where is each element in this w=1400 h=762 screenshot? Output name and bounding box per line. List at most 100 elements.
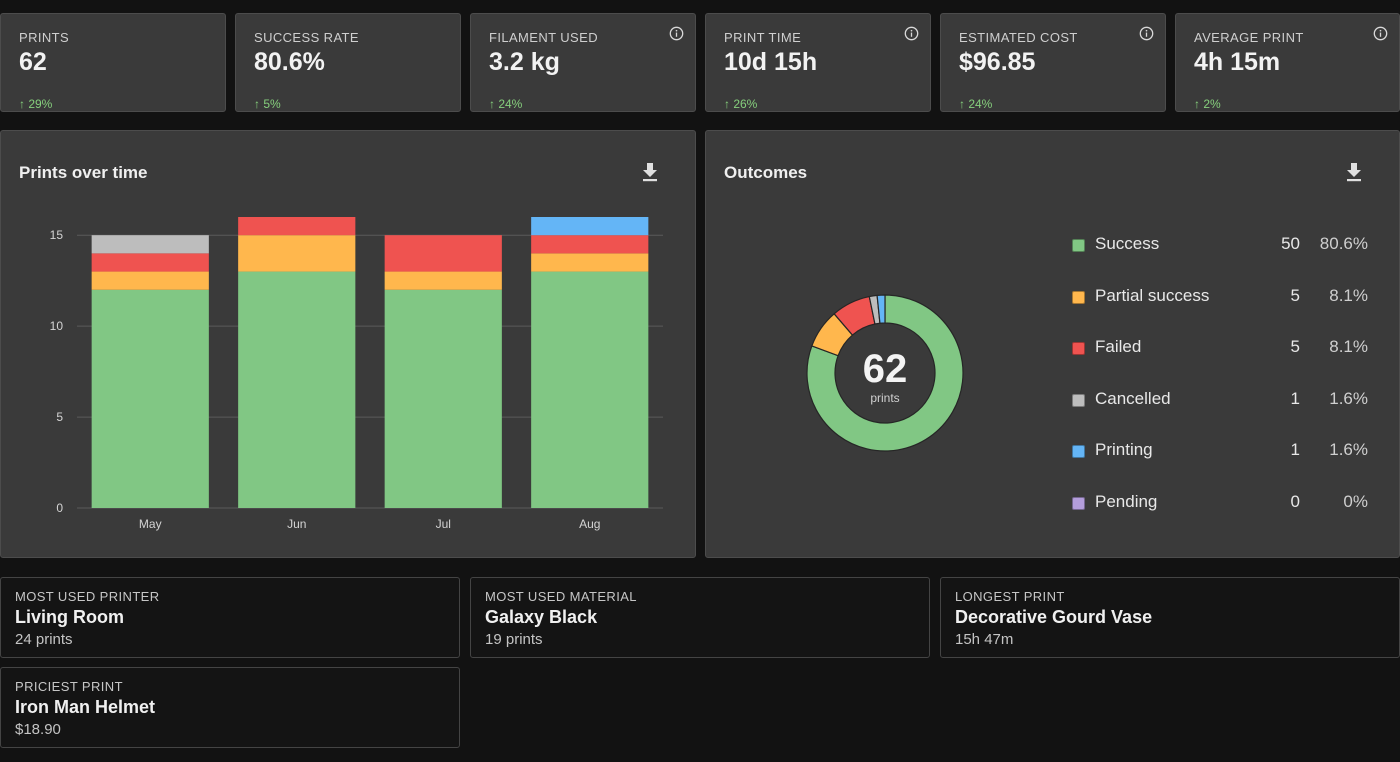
info-icon[interactable] bbox=[669, 26, 684, 41]
legend-item-failed[interactable]: Failed 5 8.1% bbox=[1072, 336, 1368, 358]
legend-swatch bbox=[1072, 239, 1085, 252]
bar-segment-success[interactable] bbox=[91, 289, 209, 508]
legend-percent: 1.6% bbox=[1329, 389, 1368, 408]
stat-change: ↑ 29% bbox=[19, 97, 53, 111]
info-icon[interactable] bbox=[904, 26, 919, 41]
stat-card-average-print: AVERAGE PRINT 4h 15m ↑ 2% bbox=[1175, 13, 1400, 112]
stat-value: $96.85 bbox=[959, 48, 1036, 76]
bar-segment-partial-success[interactable] bbox=[384, 271, 502, 290]
stat-label: PRINTS bbox=[19, 30, 70, 45]
legend-item-printing[interactable]: Printing 1 1.6% bbox=[1072, 439, 1368, 461]
bar-segment-partial-success[interactable] bbox=[91, 271, 209, 290]
bar-segment-failed[interactable] bbox=[384, 235, 502, 272]
legend-name: Printing bbox=[1095, 440, 1153, 459]
legend-item-cancelled[interactable]: Cancelled 1 1.6% bbox=[1072, 388, 1368, 410]
highlight-priciest-print: PRICIEST PRINT Iron Man Helmet $18.90 bbox=[0, 667, 460, 748]
legend-count: 1 bbox=[1290, 440, 1300, 459]
panel-title: Prints over time bbox=[19, 163, 148, 182]
stat-label: SUCCESS RATE bbox=[254, 30, 359, 45]
panel-title: Outcomes bbox=[724, 163, 808, 182]
bar-segment-success[interactable] bbox=[531, 271, 649, 508]
legend-name: Pending bbox=[1095, 492, 1158, 511]
stat-change: ↑ 24% bbox=[489, 97, 523, 111]
legend-swatch bbox=[1072, 497, 1085, 510]
bar-segment-partial-success[interactable] bbox=[238, 235, 356, 272]
legend-item-success[interactable]: Success 50 80.6% bbox=[1072, 233, 1368, 255]
legend-percent: 1.6% bbox=[1329, 440, 1368, 459]
stat-value: 4h 15m bbox=[1194, 48, 1281, 76]
highlight-sub: 19 prints bbox=[485, 631, 543, 648]
highlight-most-used-printer: MOST USED PRINTER Living Room 24 prints bbox=[0, 577, 460, 658]
legend-count: 50 bbox=[1281, 234, 1300, 253]
bar-segment-failed[interactable] bbox=[531, 235, 649, 254]
highlight-longest-print: LONGEST PRINT Decorative Gourd Vase 15h … bbox=[940, 577, 1400, 658]
prints-over-time-panel: Prints over time 0 5 10 15 May Jun Jul Aug bbox=[0, 130, 696, 558]
legend-swatch bbox=[1072, 342, 1085, 355]
stat-label: ESTIMATED COST bbox=[959, 30, 1078, 45]
stat-change: ↑ 26% bbox=[724, 97, 758, 111]
bar-segment-cancelled[interactable] bbox=[91, 235, 209, 254]
legend-swatch bbox=[1072, 291, 1085, 304]
legend-count: 1 bbox=[1290, 389, 1300, 408]
stat-label: AVERAGE PRINT bbox=[1194, 30, 1304, 45]
donut-slice-success[interactable] bbox=[806, 294, 964, 452]
y-tick-label: 0 bbox=[56, 501, 63, 515]
x-tick-label: Jun bbox=[287, 517, 306, 531]
highlight-sub: 24 prints bbox=[15, 631, 73, 648]
x-tick-label: Aug bbox=[579, 517, 600, 531]
download-icon[interactable] bbox=[1344, 161, 1364, 183]
stat-label: FILAMENT USED bbox=[489, 30, 598, 45]
legend-count: 5 bbox=[1290, 286, 1300, 305]
legend-name: Failed bbox=[1095, 337, 1142, 356]
stat-change: ↑ 5% bbox=[254, 97, 281, 111]
info-icon[interactable] bbox=[1139, 26, 1154, 41]
donut-center-label: prints bbox=[870, 391, 899, 405]
info-icon[interactable] bbox=[1373, 26, 1388, 41]
download-icon[interactable] bbox=[640, 161, 660, 183]
stat-value: 80.6% bbox=[254, 48, 325, 76]
highlight-most-used-material: MOST USED MATERIAL Galaxy Black 19 print… bbox=[470, 577, 930, 658]
bar-segment-success[interactable] bbox=[384, 289, 502, 508]
donut-slice-printing[interactable] bbox=[876, 294, 886, 324]
stat-value: 3.2 kg bbox=[489, 48, 560, 76]
stat-change: ↑ 24% bbox=[959, 97, 993, 111]
y-tick-label: 10 bbox=[50, 319, 64, 333]
legend-swatch bbox=[1072, 445, 1085, 458]
bar-segment-failed[interactable] bbox=[238, 217, 356, 236]
stat-value: 62 bbox=[19, 48, 47, 76]
highlight-label: PRICIEST PRINT bbox=[15, 679, 123, 694]
highlight-label: MOST USED MATERIAL bbox=[485, 589, 637, 604]
outcomes-donut-chart: 62 prints bbox=[806, 294, 964, 452]
y-tick-label: 15 bbox=[50, 228, 64, 242]
stat-change: ↑ 2% bbox=[1194, 97, 1221, 111]
legend-percent: 8.1% bbox=[1329, 337, 1368, 356]
highlight-sub: 15h 47m bbox=[955, 631, 1014, 648]
bar-segment-partial-success[interactable] bbox=[531, 253, 649, 272]
legend-percent: 0% bbox=[1343, 492, 1368, 511]
stat-card-filament-used: FILAMENT USED 3.2 kg ↑ 24% bbox=[470, 13, 696, 112]
highlight-label: MOST USED PRINTER bbox=[15, 589, 160, 604]
donut-center-value: 62 bbox=[863, 347, 908, 391]
highlight-label: LONGEST PRINT bbox=[955, 589, 1065, 604]
legend-item-pending[interactable]: Pending 0 0% bbox=[1072, 491, 1368, 513]
x-tick-label: May bbox=[139, 517, 162, 531]
highlight-sub: $18.90 bbox=[15, 721, 61, 738]
bar-segment-printing[interactable] bbox=[531, 217, 649, 236]
legend-name: Partial success bbox=[1095, 286, 1210, 305]
legend-percent: 8.1% bbox=[1329, 286, 1368, 305]
stat-card-success-rate: SUCCESS RATE 80.6% ↑ 5% bbox=[235, 13, 461, 112]
bar-segment-failed[interactable] bbox=[91, 253, 209, 272]
x-tick-label: Jul bbox=[436, 517, 451, 531]
stat-label: PRINT TIME bbox=[724, 30, 802, 45]
stat-card-estimated-cost: ESTIMATED COST $96.85 ↑ 24% bbox=[940, 13, 1166, 112]
bar-segment-success[interactable] bbox=[238, 271, 356, 508]
highlight-value: Galaxy Black bbox=[485, 607, 598, 627]
legend-name: Success bbox=[1095, 234, 1160, 253]
legend-percent: 80.6% bbox=[1319, 234, 1368, 253]
stat-value: 10d 15h bbox=[724, 48, 818, 76]
legend-name: Cancelled bbox=[1095, 389, 1171, 408]
legend-count: 0 bbox=[1290, 492, 1300, 511]
legend-item-partial-success[interactable]: Partial success 5 8.1% bbox=[1072, 285, 1368, 307]
highlight-value: Living Room bbox=[15, 607, 124, 627]
highlight-value: Decorative Gourd Vase bbox=[955, 607, 1153, 627]
